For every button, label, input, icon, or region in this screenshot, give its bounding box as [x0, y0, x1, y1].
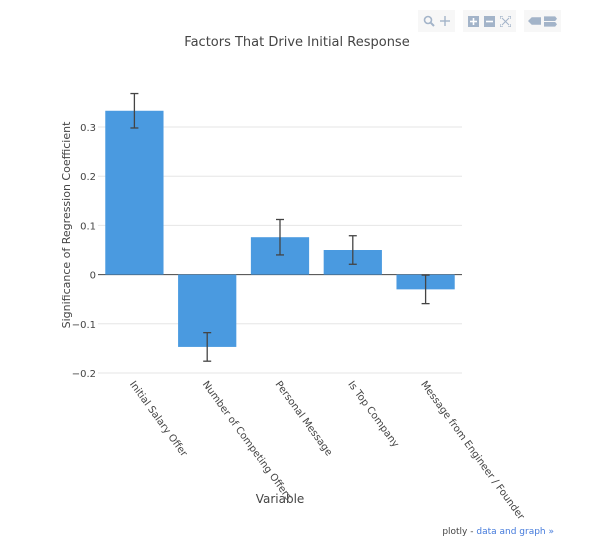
zoom-icon[interactable]	[422, 15, 435, 28]
y-tick-labels: 0.3 0.2 0.1 0 −0.1 −0.2	[72, 123, 96, 380]
y-tick-label: 0	[90, 271, 96, 282]
error-bar-3	[348, 235, 357, 265]
x-tick-label: Personal Message	[273, 379, 335, 458]
pan-icon[interactable]	[438, 15, 451, 28]
y-tick-label: 0.3	[80, 123, 96, 134]
y-tick-label: 0.1	[80, 221, 96, 232]
error-bar-1	[203, 332, 212, 362]
x-tick-labels: Initial Salary Offer Number of Competing …	[127, 379, 527, 523]
x-tick-label: Initial Salary Offer	[127, 379, 190, 459]
x-tick-label: Number of Competing Offers	[200, 379, 294, 502]
modebar-group-scale	[463, 10, 516, 32]
y-tick-label: 0.2	[80, 172, 96, 183]
x-tick-label: Is Top Company	[345, 379, 400, 449]
bars	[105, 110, 455, 347]
y-tick-label: −0.1	[72, 320, 96, 331]
error-bar-4	[421, 274, 430, 305]
bar-0[interactable]	[105, 110, 164, 275]
error-bar-2	[276, 218, 284, 256]
zoom-out-icon[interactable]	[483, 15, 496, 28]
hover-compare-icon[interactable]	[544, 15, 557, 28]
autoscale-icon[interactable]	[499, 15, 512, 28]
modebar	[418, 10, 561, 32]
y-axis-label: Significance of Regression Coefficient	[60, 121, 73, 328]
modebar-group-hover	[524, 10, 561, 32]
data-and-graph-link[interactable]: data and graph »	[476, 527, 554, 537]
error-bar-0	[130, 92, 139, 129]
credit-prefix: plotly -	[442, 527, 477, 537]
zoom-in-icon[interactable]	[467, 15, 480, 28]
modebar-group-zoom	[418, 10, 455, 32]
plotly-credit: plotly - data and graph »	[442, 527, 554, 537]
hover-closest-icon[interactable]	[528, 15, 541, 28]
x-axis-label: Variable	[256, 492, 305, 506]
error-bars	[130, 92, 430, 362]
chart-title: Factors That Drive Initial Response	[184, 35, 409, 50]
x-tick-label: Message from Engineer / Founder	[418, 379, 526, 523]
y-tick-label: −0.2	[72, 369, 96, 380]
